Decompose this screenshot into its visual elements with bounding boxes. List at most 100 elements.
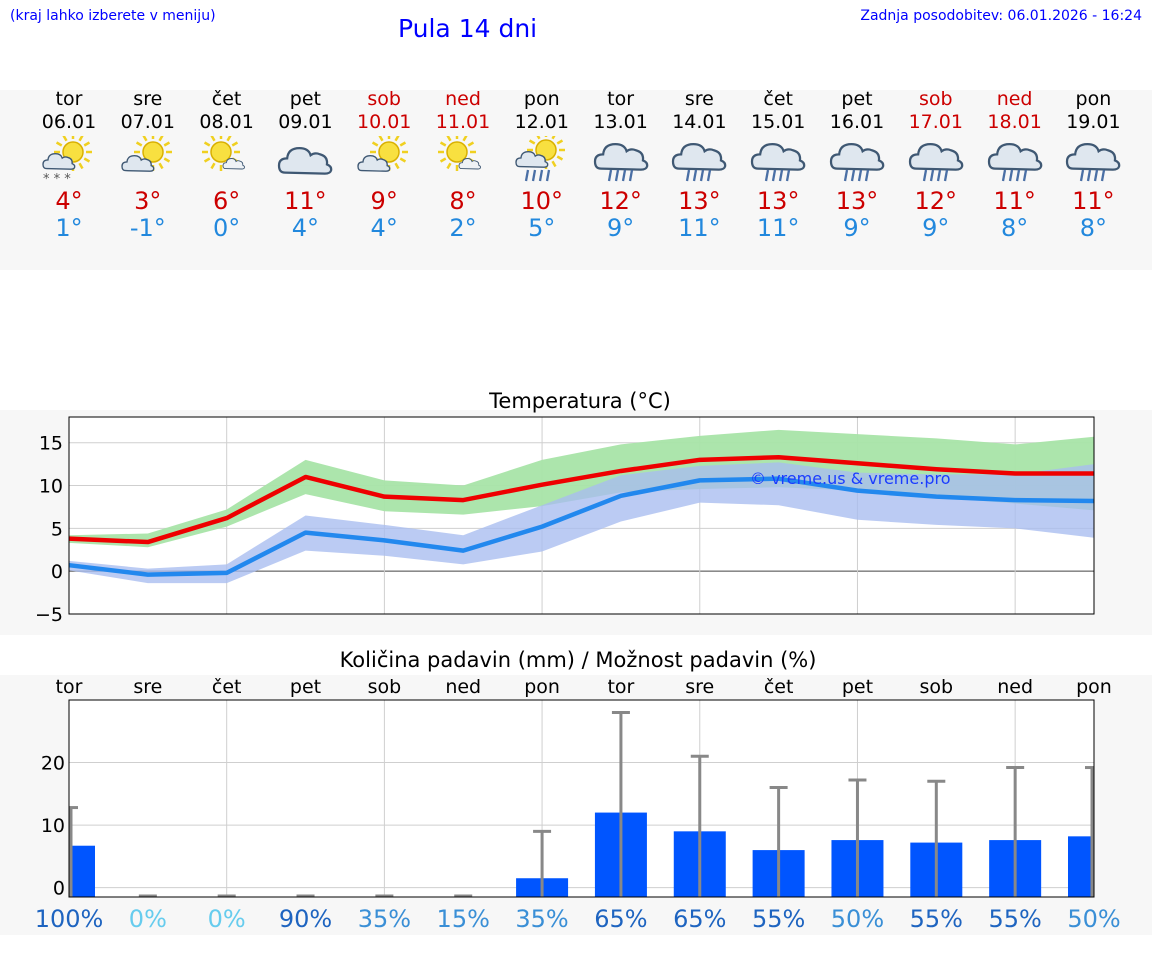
min-temperature: 9° xyxy=(606,214,635,242)
precip-probability: 65% xyxy=(594,905,647,933)
precip-probability: 0% xyxy=(208,905,246,933)
min-temperature: 1° xyxy=(55,214,83,242)
max-temperature: 8° xyxy=(449,187,477,215)
day-name: pon xyxy=(1075,88,1112,110)
day-column: sob 17.01 12° 9° xyxy=(896,88,976,244)
day-column: pet 16.01 13° 9° xyxy=(817,88,897,244)
day-name: tor xyxy=(607,88,635,110)
y-tick-label: 0 xyxy=(53,878,65,900)
plot-frame xyxy=(68,416,1095,615)
cloudy-icon xyxy=(278,146,333,175)
day-name: sob xyxy=(367,88,401,110)
precip-probability: 100% xyxy=(35,905,104,933)
day-date: 14.01 xyxy=(672,111,727,133)
x-tick-label: sob xyxy=(920,676,954,698)
min-temperature: 4° xyxy=(291,214,320,242)
day-column: ned 11.01 8° 2° xyxy=(423,88,503,244)
x-tick-label: čet xyxy=(764,676,794,698)
day-column: tor 06.01 * * * 4° 1° xyxy=(29,88,109,244)
sun-small-cloud-icon xyxy=(201,136,245,171)
chart-title: Temperatura (°C) xyxy=(488,389,671,413)
max-temperature: 3° xyxy=(134,187,162,215)
y-tick-label: 10 xyxy=(39,476,63,498)
precip-probability: 55% xyxy=(752,905,805,933)
max-temperature: 12° xyxy=(914,187,958,215)
x-tick-label: sre xyxy=(685,676,714,698)
day-name: čet xyxy=(211,88,242,110)
min-temperature: -1° xyxy=(129,214,166,242)
forecast-band xyxy=(0,90,1152,270)
precip-probability: 50% xyxy=(831,905,884,933)
min-temperature: 9° xyxy=(843,214,871,242)
max-temperature: 6° xyxy=(212,187,241,215)
x-tick-label: pet xyxy=(290,676,321,698)
day-date: 19.01 xyxy=(1066,111,1121,133)
max-temperature: 10° xyxy=(520,187,564,215)
day-date: 15.01 xyxy=(750,111,806,133)
day-name: pet xyxy=(841,88,873,110)
precip-probability: 35% xyxy=(515,905,568,933)
precip-probability: 15% xyxy=(437,905,490,933)
watermark: © vreme.us & vreme.pro xyxy=(750,469,951,488)
max-temperature: 13° xyxy=(756,187,800,215)
page-title: Pula 14 dni xyxy=(398,14,538,43)
max-temperature: 11° xyxy=(993,187,1036,215)
day-date: 18.01 xyxy=(987,111,1042,133)
cloud-rain-icon xyxy=(751,142,806,182)
location-menu-hint[interactable]: (kraj lahko izberete v meniju) xyxy=(10,8,216,24)
max-temperature: 4° xyxy=(55,187,83,215)
day-name: ned xyxy=(445,88,481,110)
x-tick-label: tor xyxy=(607,676,634,698)
day-column: sre 07.01 3° -1° xyxy=(108,88,188,244)
x-tick-label: ned xyxy=(445,676,481,698)
x-tick-label: čet xyxy=(212,676,242,698)
daily-forecast: tor 06.01 * * * 4° 1° sre 07.01 3° -1° čet 08.01 6°… xyxy=(0,88,1152,258)
precip-probability: 55% xyxy=(910,905,963,933)
day-column: sob 10.01 9° 4° xyxy=(344,88,424,244)
day-name: sre xyxy=(684,88,714,110)
min-temperature: 11° xyxy=(678,214,721,242)
day-column: sre 14.01 13° 11° xyxy=(659,88,739,244)
day-name: sre xyxy=(133,88,163,110)
day-column: pon 12.01 10° 5° xyxy=(502,88,582,244)
min-temperature-line xyxy=(68,476,1095,577)
y-tick-label: 15 xyxy=(39,433,63,455)
day-date: 17.01 xyxy=(908,111,963,133)
min-temperature: 8° xyxy=(1079,214,1108,242)
day-name: pon xyxy=(523,88,560,110)
cloud-rain-icon xyxy=(987,142,1042,182)
day-date: 16.01 xyxy=(829,111,885,133)
x-tick-label: pon xyxy=(1076,676,1112,698)
x-tick-label: sob xyxy=(368,676,402,698)
chart-title: Količina padavin (mm) / Možnost padavin … xyxy=(340,648,817,672)
min-temperature: 0° xyxy=(212,214,241,242)
day-column: čet 15.01 13° 11° xyxy=(738,88,818,244)
min-temperature: 11° xyxy=(756,214,800,242)
x-tick-label: pon xyxy=(524,676,560,698)
precip-probability: 35% xyxy=(358,905,411,933)
precip-probability: 0% xyxy=(129,905,167,933)
y-tick-label: 5 xyxy=(51,518,63,540)
max-temperature-line xyxy=(68,455,1094,545)
day-column: ned 18.01 11° 8° xyxy=(975,88,1055,244)
temperature-chart: Temperatura (°C) −5 0 5 10 15 © vreme.us & vre… xyxy=(35,389,1095,626)
day-name: ned xyxy=(996,88,1033,110)
sun-small-cloud-icon xyxy=(438,136,481,171)
max-temperature: 11° xyxy=(1072,187,1115,215)
last-updated: Zadnja posodobitev: 06.01.2026 - 16:24 xyxy=(860,8,1142,24)
cloud-rain-icon xyxy=(672,142,727,182)
max-temperature: 12° xyxy=(599,187,642,215)
cloud-rain-icon xyxy=(593,142,648,182)
precip-bar xyxy=(1068,836,1094,897)
x-tick-label: ned xyxy=(997,676,1033,698)
day-date: 07.01 xyxy=(120,111,175,133)
max-temperature: 13° xyxy=(835,187,879,215)
max-range-band xyxy=(69,429,1094,548)
day-date: 08.01 xyxy=(199,111,254,133)
min-temperature: 8° xyxy=(1000,214,1029,242)
max-temperature: 9° xyxy=(370,187,398,215)
day-date: 10.01 xyxy=(356,111,412,133)
day-column: čet 08.01 6° 0° xyxy=(187,88,267,244)
plot-frame xyxy=(68,699,1095,898)
min-temperature: 9° xyxy=(922,214,950,242)
